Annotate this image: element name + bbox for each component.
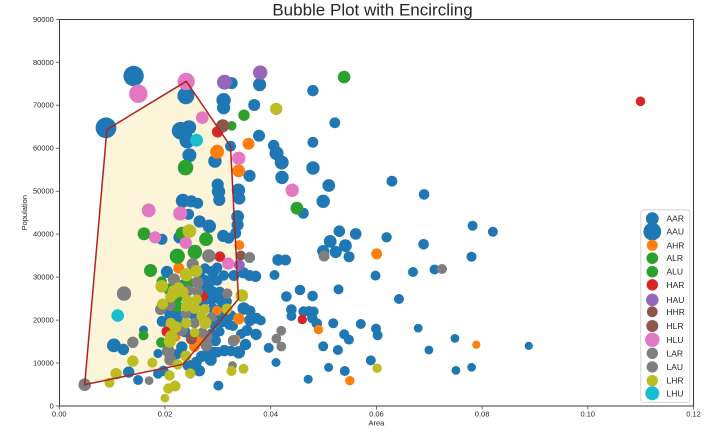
svg-text:Bubble Plot with Encircling: Bubble Plot with Encircling xyxy=(272,1,472,20)
svg-text:HLR: HLR xyxy=(667,321,684,331)
svg-text:0.10: 0.10 xyxy=(580,410,595,419)
svg-text:10000: 10000 xyxy=(33,359,54,368)
svg-text:AAR: AAR xyxy=(667,214,684,224)
svg-text:ALR: ALR xyxy=(667,253,684,263)
svg-text:0.00: 0.00 xyxy=(52,410,67,419)
svg-text:Area: Area xyxy=(368,419,385,428)
svg-text:40000: 40000 xyxy=(33,230,54,239)
svg-text:0.06: 0.06 xyxy=(369,410,384,419)
svg-text:AAU: AAU xyxy=(667,227,684,237)
svg-text:ALU: ALU xyxy=(667,267,684,277)
svg-text:LHU: LHU xyxy=(667,388,684,398)
svg-text:0.08: 0.08 xyxy=(475,410,490,419)
svg-text:20000: 20000 xyxy=(33,316,54,325)
svg-text:0.04: 0.04 xyxy=(263,410,278,419)
svg-text:HAR: HAR xyxy=(667,280,685,290)
svg-text:LHR: LHR xyxy=(667,376,684,386)
svg-text:LAU: LAU xyxy=(667,362,684,372)
svg-text:AHR: AHR xyxy=(667,240,685,250)
svg-text:50000: 50000 xyxy=(33,187,54,196)
svg-text:LAR: LAR xyxy=(667,348,684,358)
svg-text:90000: 90000 xyxy=(33,15,54,24)
svg-text:Population: Population xyxy=(20,195,29,230)
svg-text:0.02: 0.02 xyxy=(158,410,173,419)
svg-text:80000: 80000 xyxy=(33,58,54,67)
svg-text:0: 0 xyxy=(50,402,54,411)
svg-text:HHR: HHR xyxy=(667,307,685,317)
svg-text:60000: 60000 xyxy=(33,144,54,153)
svg-text:HLU: HLU xyxy=(667,335,684,345)
svg-text:30000: 30000 xyxy=(33,273,54,282)
svg-text:0.12: 0.12 xyxy=(686,410,701,419)
svg-text:70000: 70000 xyxy=(33,101,54,110)
svg-text:HAU: HAU xyxy=(667,295,685,305)
